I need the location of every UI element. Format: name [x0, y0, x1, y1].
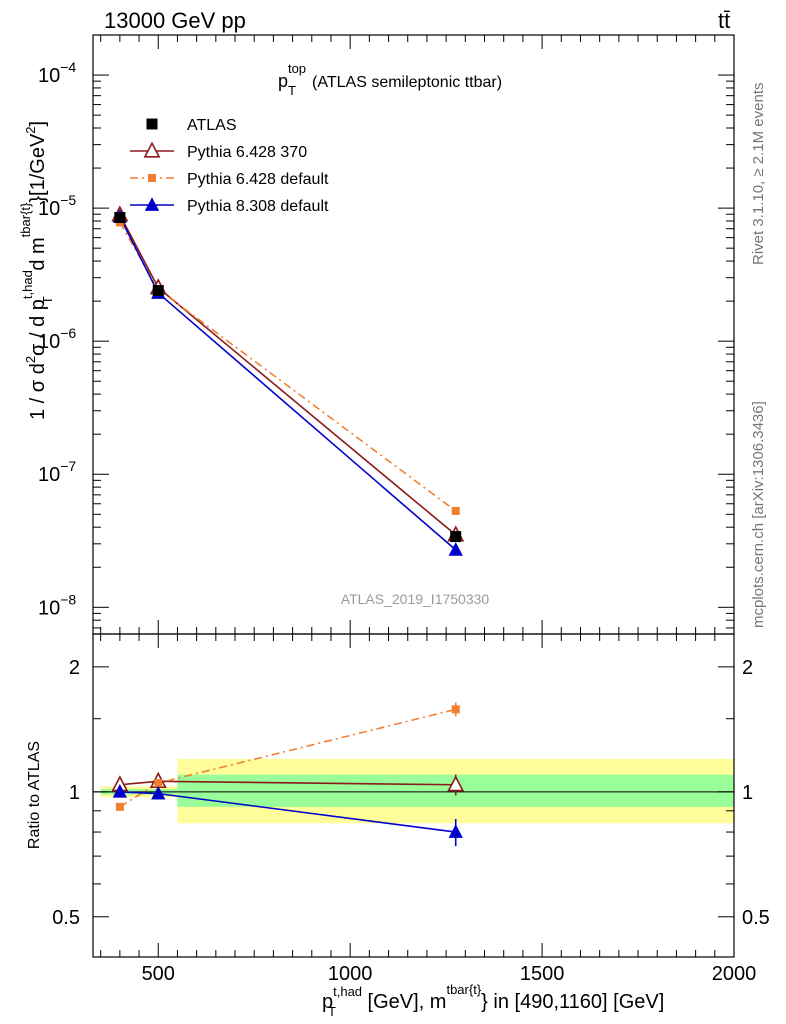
ratio-point [451, 705, 460, 714]
legend-label: Pythia 6.428 default [187, 171, 329, 188]
analysis-id: ATLAS_2019_I1750330 [341, 591, 490, 607]
x-tick-label: 500 [142, 963, 175, 985]
ratio-plot-frame [92, 633, 735, 958]
y-tick-label: 10−4 [38, 59, 76, 87]
ratio-point [151, 785, 166, 800]
ratio-point [154, 779, 163, 788]
y-tick-label: 10−6 [38, 325, 76, 353]
ratio-y-tick-label: 0.5 [52, 907, 80, 929]
legend-label: Pythia 8.308 default [187, 198, 329, 215]
main-y-axis-label: 1 / σ d2σ / d pt,hadT d mtbar{t}}[1/GeV2… [18, 121, 55, 420]
data-point [448, 542, 463, 556]
y-tick-label: 10−7 [38, 458, 76, 486]
ratio-y-tick-label: 2 [69, 657, 80, 679]
data-point [152, 285, 164, 297]
ratio-point [112, 784, 128, 798]
data-point [114, 212, 126, 224]
legend-marker [148, 174, 156, 182]
ratio-y-tick-label: 1 [69, 782, 80, 804]
rivet-label: Rivet 3.1.10, ≥ 2.1M events [750, 83, 767, 266]
ratio-y-tick-label: 1 [742, 782, 753, 804]
legend-marker [146, 118, 158, 130]
ratio-y-axis-label: Ratio to ATLAS [26, 741, 43, 849]
data-point [450, 531, 462, 543]
ratio-y-tick-label: 2 [742, 657, 753, 679]
x-axis-label: pt,had T [GeV], mtbar{t}} in [490,1160] [… [322, 982, 664, 1019]
legend-marker [144, 197, 160, 211]
data-point [451, 506, 460, 515]
process-label: tt̄ [718, 8, 730, 33]
mcplots-label: mcplots.cern.ch [arXiv:1306.3436] [750, 401, 767, 628]
ratio-point [447, 775, 465, 792]
ratio-point [448, 824, 463, 838]
ratio-point [115, 802, 124, 811]
x-tick-label: 1500 [520, 963, 565, 985]
legend-marker [143, 141, 161, 158]
x-tick-label: 1000 [328, 963, 373, 985]
y-tick-label: 10−8 [38, 591, 76, 619]
legend-label: ATLAS [187, 117, 237, 134]
header-label: 13000 GeV pp [104, 8, 246, 33]
series-line [119, 222, 457, 512]
series-line [119, 216, 457, 551]
series-line [119, 214, 457, 536]
legend-label: Pythia 6.428 370 [187, 144, 307, 161]
plot-title: pTtop(ATLAS semileptonic ttbar) [278, 61, 502, 98]
x-tick-label: 2000 [712, 963, 757, 985]
ratio-y-tick-label: 0.5 [742, 907, 770, 929]
y-tick-label: 10−5 [38, 192, 76, 220]
